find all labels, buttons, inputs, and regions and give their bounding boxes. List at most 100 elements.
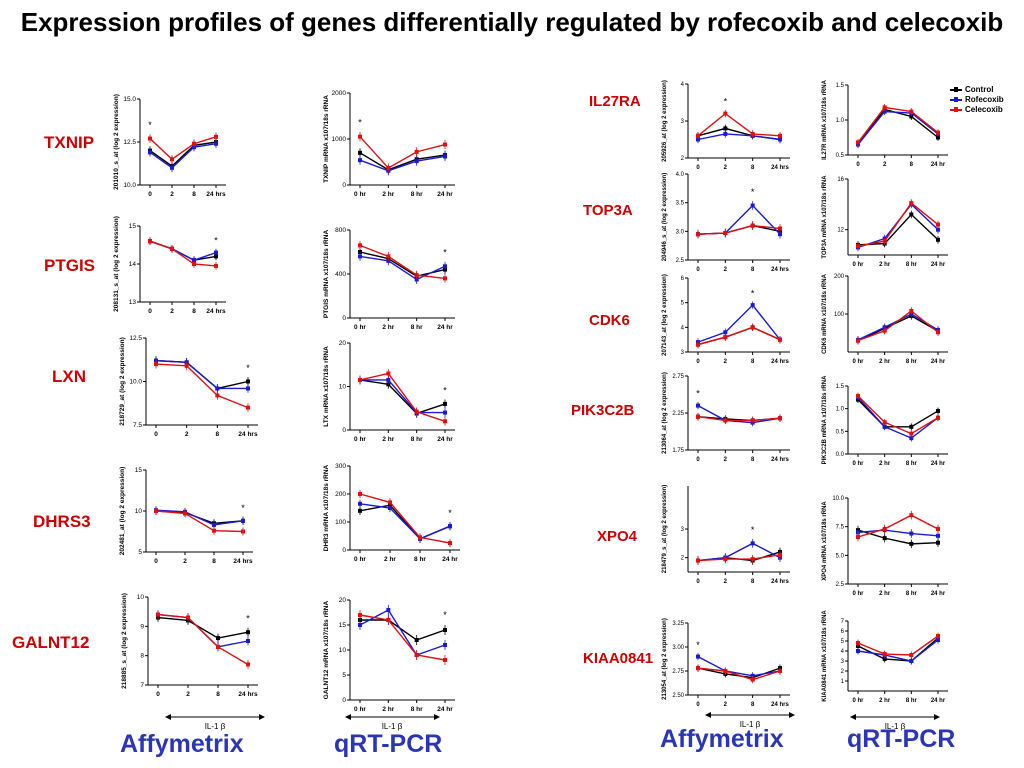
y-tick-label: 12.5 bbox=[123, 139, 136, 146]
x-tick-label: 8 bbox=[192, 191, 196, 198]
data-point bbox=[386, 254, 391, 259]
y-tick-label: 12.5 bbox=[129, 335, 142, 342]
x-tick-label: 2 bbox=[883, 162, 887, 168]
data-point bbox=[358, 613, 362, 617]
series-line-rofecoxib bbox=[359, 255, 446, 281]
y-axis-label: IL27R mRNA x107/18s rRNA bbox=[822, 79, 828, 159]
series-line-rofecoxib bbox=[697, 655, 781, 677]
series-line-celecoxib bbox=[157, 613, 249, 666]
legend-label: Celecoxib bbox=[965, 105, 1003, 114]
x-tick-label: 2 bbox=[724, 579, 728, 585]
series-line-control bbox=[697, 326, 781, 346]
data-point bbox=[856, 140, 860, 145]
y-tick-label: 9 bbox=[140, 623, 144, 630]
x-tick-label: 2 bbox=[185, 431, 189, 438]
y-tick-label: 1.5 bbox=[836, 83, 845, 89]
x-tick-label: 24 hr bbox=[931, 162, 946, 168]
data-point bbox=[216, 636, 220, 641]
data-point bbox=[358, 243, 362, 248]
data-point bbox=[750, 223, 755, 228]
y-axis-label: XPO4 mRNA x107/18s rRNA bbox=[822, 501, 828, 581]
y-tick-label: 1.75 bbox=[672, 448, 684, 454]
series-line-control bbox=[857, 399, 939, 428]
y-tick-label: 3.0 bbox=[676, 229, 685, 235]
chart-ptgis-qrtpcr: 0 400 800 0 hr 2 hr 8 hr 24 hr PTGIS mRNA x107/… bbox=[323, 227, 455, 331]
chart-dhrs3-affymetrix: 5 10 15 0 2 8 24 hrs 202481_at (log 2 expressio… bbox=[119, 467, 253, 565]
x-tick-label: 2 bbox=[186, 691, 190, 698]
data-point bbox=[750, 673, 755, 678]
x-tick-label: 0 hr bbox=[354, 436, 366, 443]
data-point bbox=[183, 511, 187, 516]
series-line-rofecoxib bbox=[697, 404, 781, 424]
data-point bbox=[909, 659, 914, 663]
data-point bbox=[443, 401, 447, 406]
y-axis-label: CDK6 mRNA x107/18s rRNA bbox=[822, 273, 828, 353]
data-point bbox=[936, 227, 940, 232]
x-tick-label: 24 hrs bbox=[771, 267, 789, 273]
y-axis-label: PTGIS mRNA x107/18s rRNA bbox=[323, 230, 330, 319]
series-line-rofecoxib bbox=[857, 203, 939, 249]
y-tick-label: 7.5 bbox=[836, 525, 845, 531]
data-point bbox=[723, 418, 728, 423]
x-tick-label: 0 hr bbox=[354, 191, 366, 198]
y-axis-label: 202481_at (log 2 expression) bbox=[119, 467, 126, 556]
x-tick-label: 8 bbox=[216, 431, 220, 438]
x-tick-label: 0 hr bbox=[852, 591, 864, 597]
y-axis-label: 208131_s_at (log 2 expression) bbox=[113, 216, 120, 312]
data-point bbox=[148, 136, 152, 141]
chart-galnt12-affymetrix: 7 8 9 10 0 2 8 24 hrs 218885_s_at (log 2 express… bbox=[121, 593, 258, 698]
data-point bbox=[856, 641, 860, 645]
data-point bbox=[882, 526, 887, 531]
x-tick-label: 0 hr bbox=[354, 556, 366, 563]
y-tick-label: 2.50 bbox=[672, 693, 684, 699]
y-axis-label: 218885_s_at (log 2 expression) bbox=[121, 593, 128, 689]
data-point bbox=[909, 513, 914, 518]
y-axis-label: 207143_at (log 2 expression) bbox=[662, 274, 668, 356]
y-axis-label: DHR3 mRNA x107/18s rRNA bbox=[323, 464, 330, 551]
data-point bbox=[723, 335, 728, 340]
y-tick-label: 2.25 bbox=[672, 411, 684, 417]
data-point bbox=[148, 150, 152, 155]
y-tick-label: 5.0 bbox=[836, 553, 845, 559]
y-tick-label: 100 bbox=[335, 519, 346, 526]
x-tick-label: 0 bbox=[148, 191, 152, 198]
y-tick-label: 0 bbox=[342, 547, 346, 554]
data-point bbox=[386, 382, 391, 387]
y-tick-label: 2.75 bbox=[672, 669, 684, 675]
x-tick-label: 24 hr bbox=[931, 359, 946, 365]
data-point bbox=[414, 159, 419, 164]
y-tick-label: 1.0 bbox=[836, 407, 845, 413]
data-point bbox=[696, 403, 700, 408]
x-tick-label: 2 hr bbox=[879, 698, 891, 704]
series-line-control bbox=[149, 141, 217, 167]
data-point bbox=[414, 638, 419, 642]
y-axis-label: 213054_at (log 2 expression) bbox=[662, 618, 668, 700]
data-point bbox=[386, 371, 391, 376]
data-point bbox=[778, 226, 782, 231]
data-point bbox=[750, 325, 755, 330]
x-tick-label: 2 bbox=[724, 457, 728, 463]
data-point bbox=[246, 386, 250, 391]
series-line-control bbox=[359, 379, 446, 415]
data-point bbox=[936, 222, 940, 227]
legend-label: Control bbox=[965, 85, 994, 94]
data-point bbox=[696, 342, 700, 347]
gene-label-galnt12: GALNT12 bbox=[12, 633, 90, 652]
significance-star: * bbox=[751, 187, 755, 197]
data-point bbox=[936, 130, 940, 135]
y-tick-label: 2 bbox=[681, 156, 685, 162]
x-tick-label: 0 bbox=[148, 308, 152, 315]
y-tick-label: 0 bbox=[342, 697, 346, 704]
data-point bbox=[154, 509, 158, 513]
gene-label-ptgis: PTGIS bbox=[44, 256, 96, 275]
data-point bbox=[723, 231, 728, 236]
data-point bbox=[358, 492, 362, 496]
data-point bbox=[778, 416, 782, 421]
data-point bbox=[448, 524, 452, 529]
x-tick-label: 24 hrs bbox=[771, 579, 789, 585]
data-point bbox=[443, 643, 447, 647]
data-point bbox=[856, 393, 860, 398]
significance-star: * bbox=[751, 525, 755, 535]
x-tick-label: 8 bbox=[910, 162, 914, 168]
x-tick-label: 8 bbox=[751, 702, 755, 708]
